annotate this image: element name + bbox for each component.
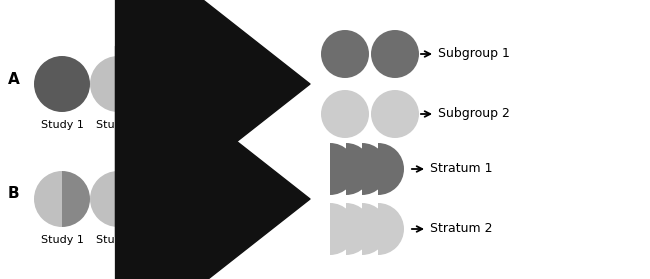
Circle shape (146, 56, 202, 112)
Wedge shape (330, 203, 356, 255)
Wedge shape (62, 171, 90, 227)
Wedge shape (118, 171, 146, 227)
Wedge shape (174, 171, 202, 227)
Circle shape (321, 30, 369, 78)
Wedge shape (346, 203, 372, 255)
Text: B: B (8, 186, 20, 201)
Wedge shape (146, 171, 174, 227)
Wedge shape (202, 171, 230, 227)
Text: Study 4: Study 4 (209, 120, 252, 130)
Wedge shape (362, 143, 388, 195)
Text: Study 1: Study 1 (40, 120, 83, 130)
Text: Study 1: Study 1 (40, 235, 83, 245)
Text: Study 3: Study 3 (153, 235, 196, 245)
Text: Subgroup 1: Subgroup 1 (438, 47, 510, 61)
Text: A: A (8, 71, 20, 86)
Text: Subgroup 2: Subgroup 2 (438, 107, 510, 121)
Circle shape (321, 90, 369, 138)
Text: Stratum 2: Stratum 2 (430, 222, 493, 235)
Circle shape (34, 56, 90, 112)
Wedge shape (378, 143, 404, 195)
Circle shape (371, 90, 419, 138)
Wedge shape (346, 143, 372, 195)
Circle shape (202, 56, 258, 112)
Text: Study 4: Study 4 (209, 235, 252, 245)
Wedge shape (378, 203, 404, 255)
Wedge shape (230, 171, 258, 227)
Circle shape (90, 56, 146, 112)
Text: Study 3: Study 3 (153, 120, 196, 130)
Wedge shape (90, 171, 118, 227)
Wedge shape (362, 203, 388, 255)
Text: Study 2: Study 2 (96, 120, 140, 130)
Text: Study 2: Study 2 (96, 235, 140, 245)
Wedge shape (34, 171, 62, 227)
Wedge shape (330, 143, 356, 195)
Circle shape (371, 30, 419, 78)
Text: Stratum 1: Stratum 1 (430, 162, 493, 175)
